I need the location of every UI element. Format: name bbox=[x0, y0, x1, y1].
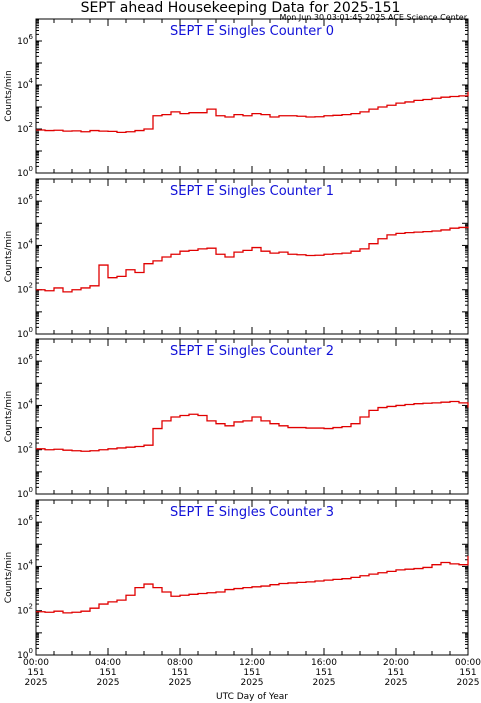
plot-frame-0 bbox=[35, 18, 469, 174]
series-line-0-0 bbox=[36, 91, 469, 134]
y-axis-label-0: Counts/min bbox=[4, 70, 14, 121]
x-tick-label: 151 bbox=[459, 668, 476, 678]
y-tick-label: 106 bbox=[17, 193, 33, 207]
x-tick-label: 2025 bbox=[169, 678, 192, 688]
x-tick-label: 2025 bbox=[241, 678, 264, 688]
x-tick-label: 16:00 bbox=[311, 658, 337, 668]
x-tick-label: 04:00 bbox=[95, 658, 121, 668]
panel-title-1: SEPT E Singles Counter 1 bbox=[170, 184, 334, 199]
y-tick-label: 106 bbox=[17, 353, 33, 367]
x-tick-label: 00:00 bbox=[455, 658, 481, 668]
y-tick-label: 102 bbox=[17, 282, 33, 296]
y-tick-label: 102 bbox=[17, 442, 33, 456]
y-tick-label: 100 bbox=[17, 647, 33, 661]
x-tick-label: 2025 bbox=[25, 678, 48, 688]
y-tick-label: 100 bbox=[17, 165, 33, 179]
series-line-1-0 bbox=[36, 226, 469, 293]
x-tick-label: 20:00 bbox=[383, 658, 409, 668]
x-tick-label: 151 bbox=[243, 668, 260, 678]
y-tick-label: 100 bbox=[17, 326, 33, 340]
x-tick-label: 08:00 bbox=[167, 658, 193, 668]
panel-title-3: SEPT E Singles Counter 3 bbox=[170, 505, 334, 520]
series-line-3-0 bbox=[36, 555, 469, 614]
y-tick-label: 100 bbox=[17, 486, 33, 500]
x-tick-label: 2025 bbox=[385, 678, 408, 688]
series-line-2-0 bbox=[36, 400, 469, 452]
y-tick-label: 106 bbox=[17, 514, 33, 528]
x-tick-label: 151 bbox=[171, 668, 188, 678]
x-tick-label: 151 bbox=[387, 668, 404, 678]
x-axis-label: UTC Day of Year bbox=[216, 692, 288, 702]
x-tick-label: 2025 bbox=[457, 678, 480, 688]
x-tick-label: 151 bbox=[99, 668, 116, 678]
x-tick-label: 00:00 bbox=[23, 658, 49, 668]
plot-frame-3 bbox=[35, 499, 469, 656]
page-title: SEPT ahead Housekeeping Data for 2025-15… bbox=[80, 0, 401, 16]
y-tick-label: 106 bbox=[17, 33, 33, 47]
y-tick-label: 102 bbox=[17, 603, 33, 617]
panel-title-0: SEPT E Singles Counter 0 bbox=[170, 24, 334, 39]
x-tick-label: 2025 bbox=[97, 678, 120, 688]
y-tick-label: 104 bbox=[17, 558, 33, 572]
timestamp-label: Mon Jun 30 03:01:45 2025 ACE Science Cen… bbox=[279, 13, 467, 22]
y-axis-label-2: Counts/min bbox=[4, 391, 14, 442]
y-tick-label: 102 bbox=[17, 121, 33, 135]
y-tick-label: 104 bbox=[17, 77, 33, 91]
y-axis-label-1: Counts/min bbox=[4, 231, 14, 282]
y-tick-label: 104 bbox=[17, 237, 33, 251]
x-tick-label: 12:00 bbox=[239, 658, 265, 668]
panel-title-2: SEPT E Singles Counter 2 bbox=[170, 344, 334, 359]
plot-frame-1 bbox=[35, 178, 469, 335]
x-tick-label: 151 bbox=[315, 668, 332, 678]
y-tick-label: 104 bbox=[17, 397, 33, 411]
x-tick-label: 2025 bbox=[313, 678, 336, 688]
x-tick-label: 151 bbox=[27, 668, 44, 678]
y-axis-label-3: Counts/min bbox=[4, 552, 14, 603]
